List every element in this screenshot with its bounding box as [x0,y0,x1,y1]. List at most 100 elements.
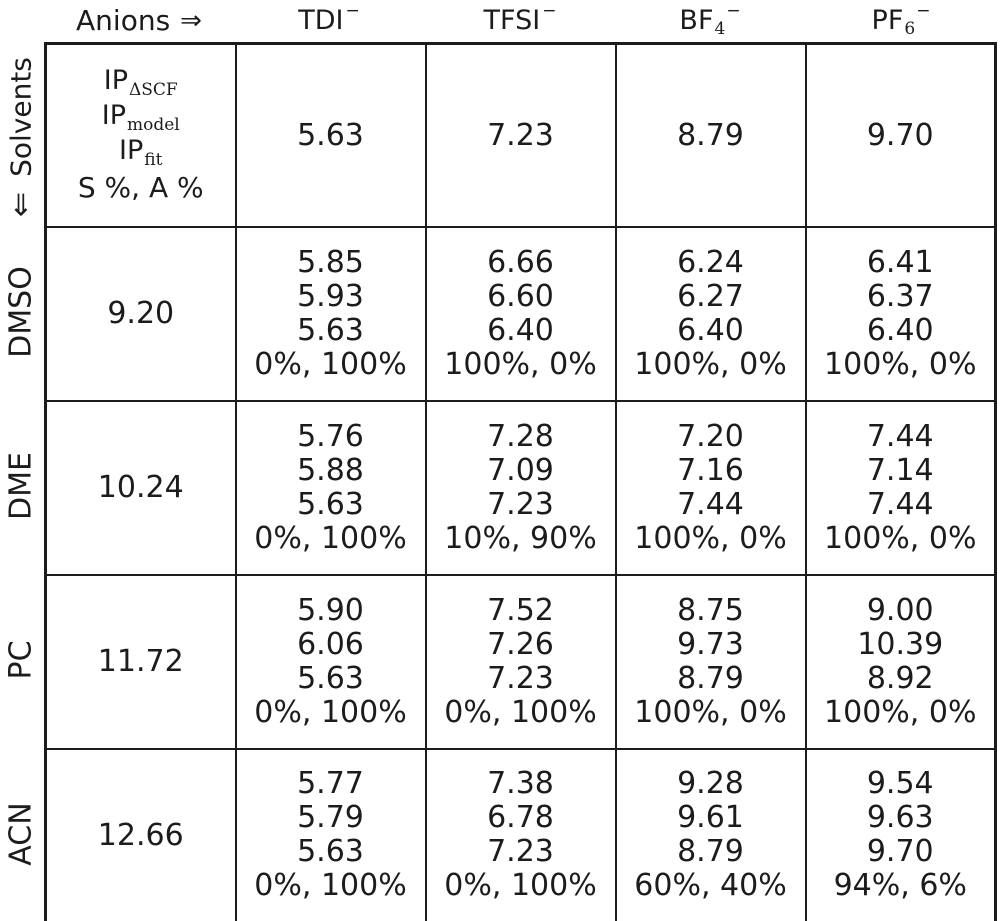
anion-subscript: 6 [904,19,916,39]
ip-model-value: 7.14 [866,452,934,488]
cell-acn-tdi: 5.77 5.79 5.63 0%, 100% [234,747,427,921]
ip-fit-value: 7.23 [487,834,554,870]
row-label-acn: ACN [3,802,39,866]
ip-fit-value: 8.79 [677,834,744,870]
table-row-pc: 11.72 5.90 6.06 5.63 0%, 100% 7.52 7.26 … [44,573,997,750]
row-label-dmso: DMSO [3,266,39,358]
gas-ip-tdi: 5.63 [234,42,427,228]
ip-dscf-value: 5.85 [297,244,364,280]
ip-dscf-label: IP [103,64,128,96]
sa-percent-value: 0%, 100% [444,694,597,730]
gas-ip-tfsi: 7.23 [424,42,617,228]
solvent-ip-dmso: 9.20 [44,225,237,402]
sa-percent-value: 0%, 100% [254,694,407,730]
right-double-arrow-icon: ⇒ [180,6,202,36]
solvents-axis-label: Solvents [4,57,38,177]
ip-dscf-value: 7.38 [487,766,554,802]
ip-fit-label: IP [119,134,144,166]
ip-dscf-value: 8.75 [677,592,744,628]
ip-fit-value: 5.63 [297,834,364,870]
ip-fit-value: 6.40 [866,312,934,348]
sa-legend-label: S %, A % [77,170,204,204]
ip-dscf-value: 6.66 [487,244,554,280]
ip-model-value: 5.93 [297,278,364,314]
sa-percent-value: 0%, 100% [444,868,597,904]
sa-percent-value: 100%, 0% [824,520,977,556]
anion-charge: − [542,1,557,21]
ip-fit-value: 6.40 [487,312,554,348]
cell-dme-tdi: 5.76 5.88 5.63 0%, 100% [234,399,427,576]
ip-model-value: 6.06 [297,626,364,662]
ip-fit-value: 7.44 [677,486,744,522]
ip-model-value: 10.39 [857,626,944,662]
ip-dscf-value: 5.76 [297,418,364,454]
column-header-bf4: BF 4− [615,0,805,40]
ip-dscf-value: 7.52 [487,592,554,628]
gas-ip-bf4: 8.79 [614,42,807,228]
ip-dscf-value: 7.28 [487,418,554,454]
column-header-tdi: TDI − [234,0,424,40]
anion-name: TDI [298,4,344,36]
ip-model-value: 6.78 [487,800,554,836]
ip-model-value: 9.63 [866,800,934,836]
ip-dscf-label-sub: ΔSCF [129,79,178,100]
sa-percent-value: 0%, 100% [254,868,407,904]
legend-cell: IPΔSCF IPmodel IPfit S %, A % [44,42,237,228]
cell-dmso-bf4: 6.24 6.27 6.40 100%, 0% [614,225,807,402]
ip-dscf-value: 6.41 [866,244,934,280]
ip-model-value: 9.61 [677,800,744,836]
ip-model-value: 5.79 [297,800,364,836]
row-label-pc: PC [3,640,39,680]
sa-percent-value: 0%, 100% [254,520,407,556]
solvent-ip-pc: 11.72 [44,573,237,750]
cell-dmso-pf6: 6.41 6.37 6.40 100%, 0% [804,225,997,402]
anions-header: Anions ⇒ [44,0,234,40]
ip-fit-value: 5.63 [297,312,364,348]
sa-percent-value: 100%, 0% [634,346,787,382]
ip-dscf-value: 5.90 [297,592,364,628]
anion-name: TFSI [483,4,541,36]
anion-charge: − [345,1,360,21]
ip-dscf-value: 7.20 [677,418,744,454]
sa-percent-value: 100%, 0% [824,694,977,730]
column-header-pf6: PF 6− [806,0,996,40]
cell-acn-tfsi: 7.38 6.78 7.23 0%, 100% [424,747,617,921]
cell-pc-pf6: 9.00 10.39 8.92 100%, 0% [804,573,997,750]
ip-fit-value: 8.92 [866,660,934,696]
cell-pc-tdi: 5.90 6.06 5.63 0%, 100% [234,573,427,750]
cell-dme-pf6: 7.44 7.14 7.44 100%, 0% [804,399,997,576]
row-label-dme: DME [3,452,39,520]
anion-subscript: 4 [714,19,726,39]
table-row-acn: 12.66 5.77 5.79 5.63 0%, 100% 7.38 6.78 … [44,747,997,921]
gas-ip-pf6: 9.70 [804,42,997,228]
anion-charge: − [726,1,741,21]
sa-percent-value: 100%, 0% [634,520,787,556]
ip-fit-value: 8.79 [677,660,744,696]
ip-model-value: 7.09 [487,452,554,488]
ip-fit-value: 7.23 [487,486,554,522]
solvent-ip-dme: 10.24 [44,399,237,576]
sa-percent-value: 94%, 6% [833,868,967,904]
ip-model-value: 9.73 [677,626,744,662]
cell-pc-bf4: 8.75 9.73 8.79 100%, 0% [614,573,807,750]
table-row-dmso: 9.20 5.85 5.93 5.63 0%, 100% 6.66 6.60 6… [44,225,997,402]
ip-model-value: 6.60 [487,278,554,314]
column-header-tfsi: TFSI − [425,0,615,40]
ip-model-value: 7.26 [487,626,554,662]
table-row-dme: 10.24 5.76 5.88 5.63 0%, 100% 7.28 7.09 … [44,399,997,576]
cell-dmso-tdi: 5.85 5.93 5.63 0%, 100% [234,225,427,402]
ip-model-label: IP [101,99,126,131]
ip-model-label-sub: model [127,114,180,135]
ip-fit-value: 5.63 [297,486,364,522]
sa-percent-value: 0%, 100% [254,346,407,382]
ip-fit-label-sub: fit [144,149,163,170]
ip-model-value: 7.16 [677,452,744,488]
ip-fit-value: 5.63 [297,660,364,696]
ip-model-value: 5.88 [297,452,364,488]
ip-dscf-value: 7.44 [866,418,934,454]
ip-dscf-value: 9.54 [866,766,934,802]
cell-pc-tfsi: 7.52 7.26 7.23 0%, 100% [424,573,617,750]
sa-percent-value: 10%, 90% [444,520,597,556]
sa-percent-value: 100%, 0% [634,694,787,730]
